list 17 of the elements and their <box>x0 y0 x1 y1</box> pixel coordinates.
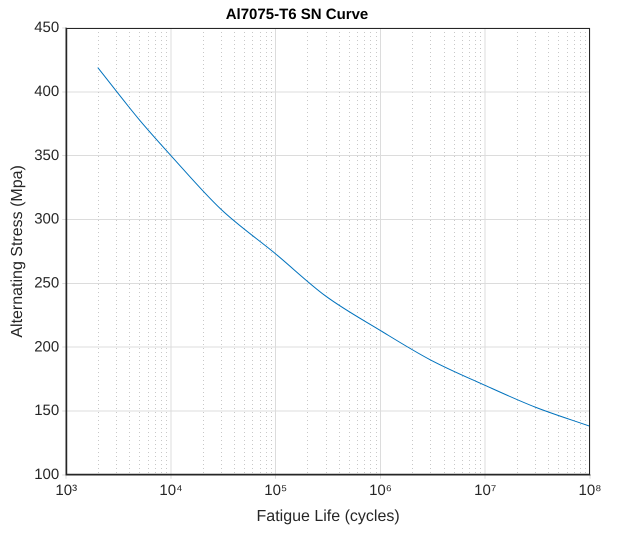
chart-title: Al7075-T6 SN Curve <box>226 6 368 24</box>
y-tick-label: 450 <box>34 19 60 36</box>
x-axis-title: Fatigue Life (cycles) <box>256 508 400 525</box>
y-tick-label: 100 <box>34 466 60 483</box>
y-tick-label: 300 <box>34 210 60 228</box>
x-tick-label: 10⁷ <box>474 482 496 499</box>
y-tick-label: 150 <box>34 402 60 420</box>
x-tick-label: 10⁶ <box>369 482 392 499</box>
y-tick-label: 400 <box>34 82 60 100</box>
x-tick-label: 10⁵ <box>264 482 288 499</box>
x-tick-label: 10⁴ <box>159 482 183 499</box>
y-tick-label: 200 <box>34 338 60 356</box>
y-tick-label: 250 <box>34 274 60 292</box>
x-tick-label: 10³ <box>55 482 78 499</box>
y-tick-label: 350 <box>34 146 60 164</box>
y-axis-title: Alternating Stress (Mpa) <box>9 165 26 338</box>
x-tick-label: 10⁸ <box>578 482 602 499</box>
